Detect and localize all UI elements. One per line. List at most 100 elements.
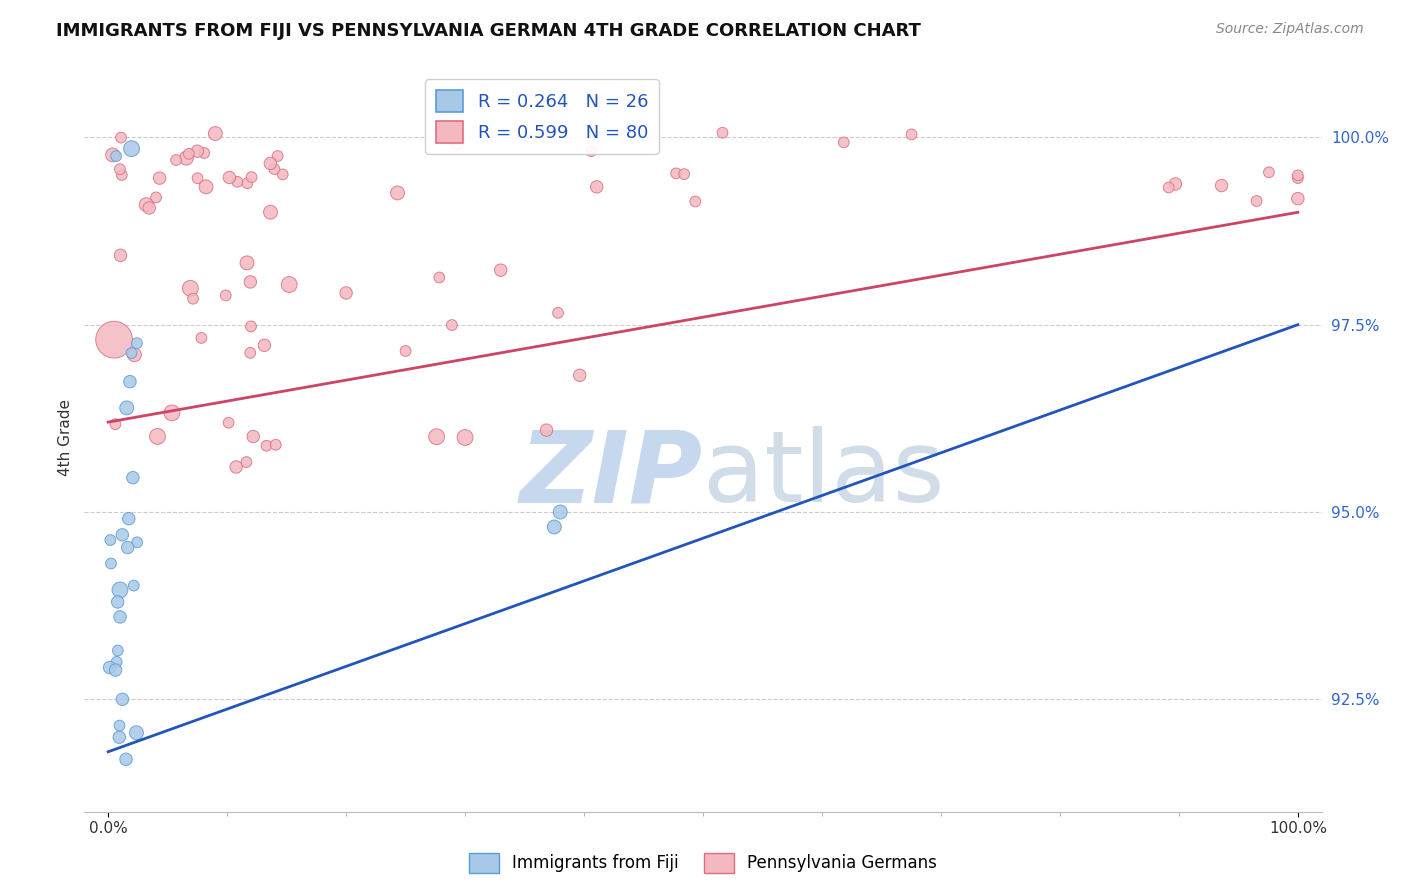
Point [267, 149, 290, 163]
Point [278, 277, 301, 292]
Point [110, 248, 132, 262]
Point [105, 149, 128, 163]
Text: IMMIGRANTS FROM FIJI VS PENNSYLVANIA GERMAN 4TH GRADE CORRELATION CHART: IMMIGRANTS FROM FIJI VS PENNSYLVANIA GER… [56, 22, 921, 40]
Point [111, 168, 134, 182]
Point [239, 346, 262, 360]
Point [225, 460, 247, 475]
Point [1286, 171, 1309, 186]
Point [271, 168, 294, 182]
Point [218, 416, 240, 430]
Point [240, 319, 263, 334]
Point [1157, 180, 1180, 194]
Point [536, 423, 558, 437]
Point [204, 127, 226, 141]
Text: ZIP: ZIP [520, 426, 703, 523]
Text: Source: ZipAtlas.com: Source: ZipAtlas.com [1216, 22, 1364, 37]
Point [104, 417, 127, 432]
Point [179, 281, 201, 295]
Point [108, 731, 131, 745]
Point [581, 144, 603, 158]
Point [145, 190, 167, 204]
Point [427, 270, 450, 285]
Point [547, 306, 569, 320]
Point [176, 151, 198, 165]
Y-axis label: 4th Grade: 4th Grade [58, 399, 73, 475]
Point [673, 167, 696, 181]
Point [264, 438, 287, 452]
Point [195, 179, 218, 194]
Point [108, 610, 131, 624]
Point [118, 511, 141, 525]
Point [259, 205, 281, 219]
Point [259, 156, 281, 170]
Point [138, 201, 160, 215]
Point [187, 171, 209, 186]
Point [193, 146, 215, 161]
Point [335, 285, 357, 300]
Point [236, 176, 259, 190]
Point [218, 170, 240, 185]
Point [103, 333, 125, 347]
Point [110, 130, 132, 145]
Point [107, 595, 129, 609]
Point [235, 455, 257, 469]
Point [1258, 165, 1281, 179]
Point [685, 194, 707, 209]
Point [236, 256, 259, 270]
Point [124, 348, 146, 362]
Point [1286, 192, 1309, 206]
Point [215, 288, 238, 302]
Point [135, 197, 157, 211]
Point [711, 126, 734, 140]
Point [1246, 194, 1268, 208]
Point [98, 660, 121, 674]
Point [111, 692, 134, 706]
Point [118, 375, 141, 389]
Point [115, 401, 138, 415]
Point [108, 718, 131, 732]
Point [394, 343, 416, 358]
Point [568, 368, 591, 383]
Point [832, 136, 855, 150]
Point [122, 471, 145, 485]
Point [165, 153, 187, 167]
Point [1286, 169, 1309, 183]
Point [253, 338, 276, 352]
Point [446, 136, 468, 150]
Point [426, 430, 449, 444]
Point [98, 533, 121, 547]
Point [127, 535, 149, 549]
Point [454, 430, 477, 444]
Point [105, 655, 128, 669]
Point [239, 275, 262, 289]
Point [181, 292, 204, 306]
Point [548, 505, 571, 519]
Point [148, 171, 170, 186]
Point [256, 439, 278, 453]
Point [489, 263, 512, 277]
Point [100, 557, 122, 571]
Point [146, 429, 169, 443]
Point [117, 541, 139, 555]
Point [190, 331, 212, 345]
Point [900, 128, 922, 142]
Point [111, 528, 134, 542]
Point [585, 179, 607, 194]
Point [160, 406, 183, 420]
Point [121, 142, 143, 156]
Point [122, 578, 145, 592]
Legend: Immigrants from Fiji, Pennsylvania Germans: Immigrants from Fiji, Pennsylvania Germa… [463, 847, 943, 880]
Point [226, 175, 249, 189]
Point [240, 170, 263, 185]
Point [242, 429, 264, 443]
Point [1164, 177, 1187, 191]
Point [107, 643, 129, 657]
Point [1211, 178, 1233, 193]
Point [121, 346, 143, 360]
Point [263, 162, 285, 177]
Text: atlas: atlas [703, 426, 945, 523]
Point [387, 186, 409, 200]
Point [125, 725, 148, 739]
Point [101, 148, 124, 162]
Point [186, 145, 208, 159]
